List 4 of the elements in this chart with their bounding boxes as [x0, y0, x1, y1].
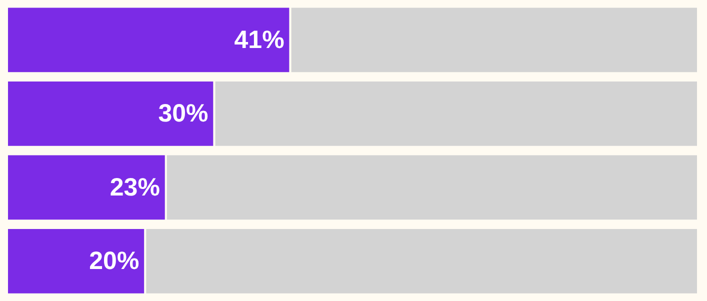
- data-label: 23%: [110, 173, 160, 202]
- data-label: 41%: [234, 26, 284, 54]
- data-label: 30%: [158, 100, 208, 128]
- data-label: 20%: [89, 247, 140, 276]
